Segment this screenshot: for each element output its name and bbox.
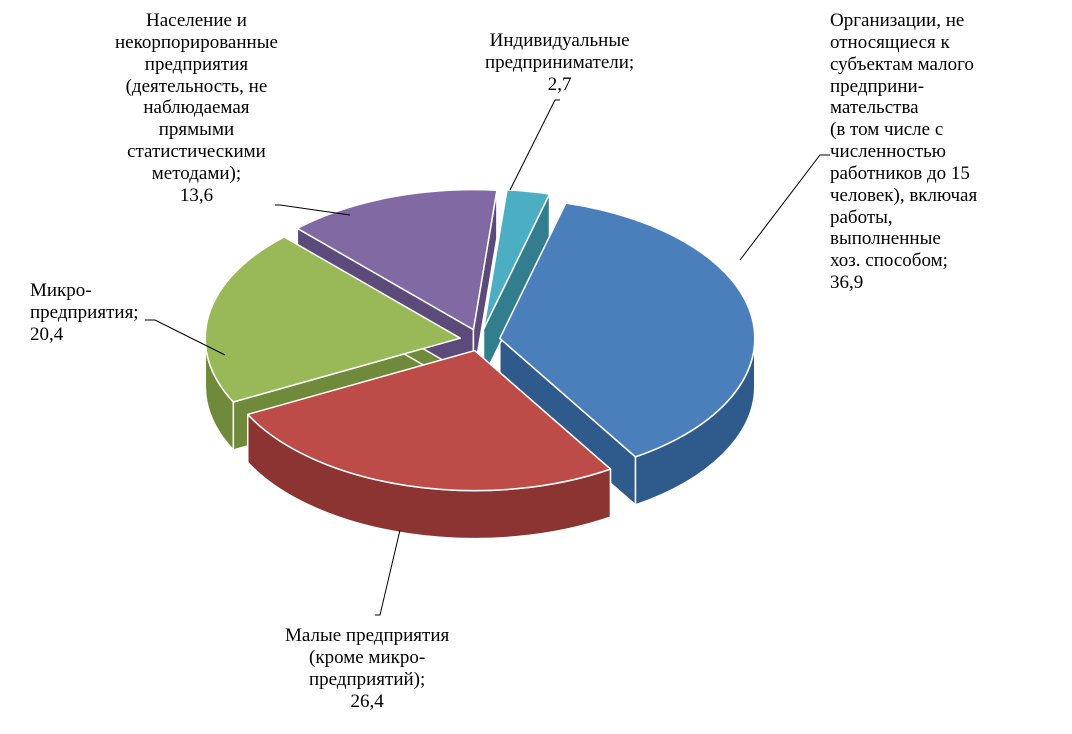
slice-label: Малые предприятия (кроме микро- предприя…	[285, 625, 449, 712]
slice-label: Организации, не относящиеся к субъектам …	[830, 10, 977, 294]
slice-label: Микро- предприятия; 20,4	[30, 280, 139, 346]
pie-chart-3d: Организации, не относящиеся к субъектам …	[0, 0, 1072, 734]
slice-label: Индивидуальные предприниматели; 2,7	[485, 30, 634, 96]
slice-label: Население и некорпорированные предприяти…	[115, 10, 278, 207]
